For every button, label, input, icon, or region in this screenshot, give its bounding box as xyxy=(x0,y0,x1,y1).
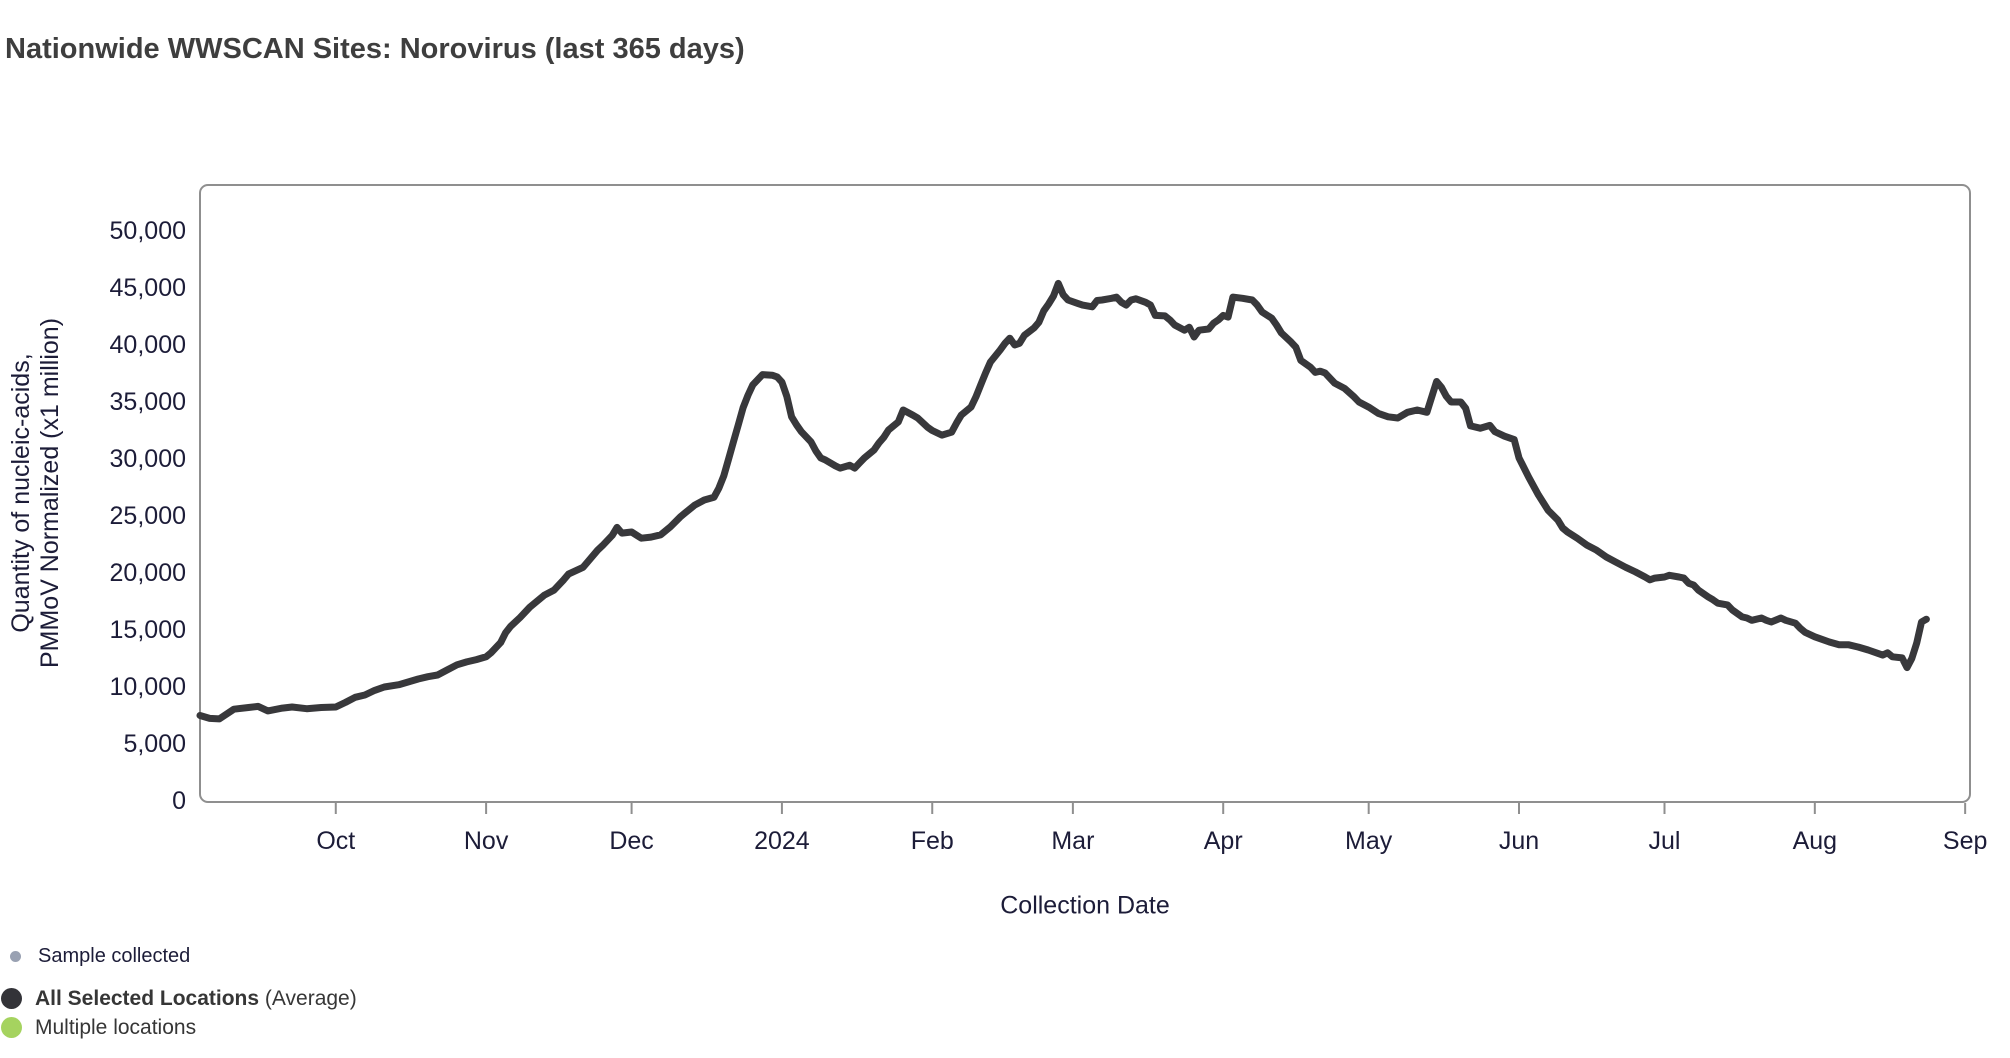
y-tick-label-40000: 40,000 xyxy=(109,331,186,359)
y-tick-label-30000: 30,000 xyxy=(109,445,186,473)
y-tick-label-35000: 35,000 xyxy=(109,388,186,416)
y-tick-label-20000: 20,000 xyxy=(109,559,186,587)
x-tick-label-aug: Aug xyxy=(1792,827,1838,855)
y-tick-label-5000: 5,000 xyxy=(123,730,186,758)
x-tick-label-oct: Oct xyxy=(316,827,356,855)
x-tick-label-jun: Jun xyxy=(1498,827,1540,855)
legend-label-suffix: (Average) xyxy=(259,986,357,1010)
y-tick-label-10000: 10,000 xyxy=(109,673,186,701)
legend-label-bold: All Selected Locations xyxy=(35,986,260,1010)
legend-label: Multiple locations xyxy=(35,1015,197,1039)
y-axis-title-line2: PMMoV Normalized (x1 million) xyxy=(36,317,64,669)
all-selected-locations-dot-icon xyxy=(1,988,22,1009)
legend-item-all-selected-locations: All Selected Locations (Average) xyxy=(0,987,357,1010)
sample-collected-dot-icon xyxy=(10,950,21,962)
chart-title: Nationwide WWSCAN Sites: Norovirus (last… xyxy=(5,33,745,65)
y-axis-title-line1: Quantity of nucleic-acids, xyxy=(7,353,35,633)
x-tick-label-feb: Feb xyxy=(910,827,954,855)
y-tick-label-45000: 45,000 xyxy=(109,274,186,302)
x-tick-label-sep: Sep xyxy=(1942,827,1988,855)
y-tick-label-25000: 25,000 xyxy=(109,502,186,530)
x-tick-label-jul: Jul xyxy=(1648,827,1681,855)
series-line-average[interactable] xyxy=(196,279,1930,723)
y-tick-label-50000: 50,000 xyxy=(109,217,186,245)
x-tick-label-dec: Dec xyxy=(609,827,654,855)
x-tick-label-2024: 2024 xyxy=(754,827,810,855)
x-tick-label-mar: Mar xyxy=(1051,827,1095,855)
legend-label: Sample collected xyxy=(38,944,191,967)
legend-item-sample-collected: Sample collected xyxy=(0,945,190,967)
x-tick-label-may: May xyxy=(1345,827,1393,855)
x-tick-label-apr: Apr xyxy=(1203,827,1243,855)
multiple-locations-dot-icon xyxy=(1,1017,22,1038)
legend-item-multiple-locations: Multiple locations xyxy=(0,1016,196,1039)
x-axis-title: Collection Date xyxy=(1000,891,1170,920)
plot-border xyxy=(199,184,1971,803)
y-tick-label-0: 0 xyxy=(172,787,186,815)
y-tick-label-15000: 15,000 xyxy=(109,616,186,644)
y-axis-title: Quantity of nucleic-acids, PMMoV Normali… xyxy=(7,318,65,668)
x-tick-label-nov: Nov xyxy=(463,827,509,855)
